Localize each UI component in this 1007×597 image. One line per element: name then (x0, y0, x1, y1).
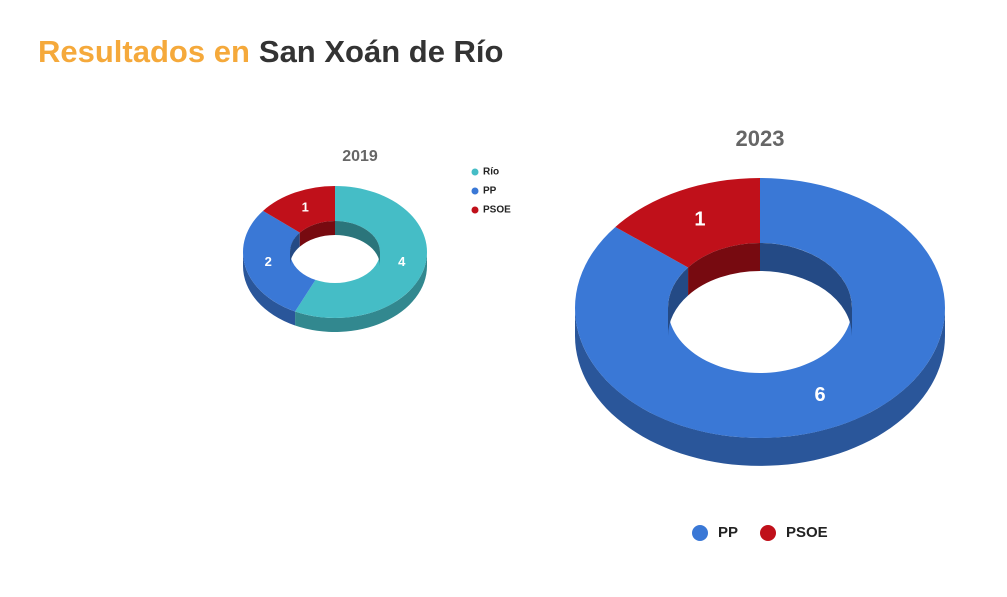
legend-marker (471, 187, 479, 195)
legend-marker (692, 525, 708, 541)
slice-inner-wall (299, 221, 335, 247)
legend-label: PSOE (483, 205, 511, 216)
value-label: 4 (398, 254, 406, 269)
slice (574, 178, 945, 438)
slice (263, 186, 335, 233)
slice-side (243, 252, 296, 326)
slice-inner-wall (668, 267, 689, 336)
slice-side (295, 252, 427, 333)
legend-marker (760, 525, 776, 541)
slice-inner-wall (335, 221, 380, 266)
value-label: 2 (265, 254, 272, 269)
chart-title: 2023 (736, 126, 785, 151)
legend-label: Río (483, 167, 499, 178)
value-label: 6 (815, 384, 826, 406)
slice (242, 210, 316, 312)
value-label: 1 (302, 200, 309, 215)
title-highlight: Resultados en (38, 34, 250, 69)
slice-inner-wall (688, 243, 760, 296)
slice-inner-wall (290, 232, 300, 266)
legend-label: PSOE (786, 524, 828, 541)
value-label: 1 (694, 208, 705, 230)
legend-marker (471, 206, 479, 214)
slice-side (575, 308, 945, 466)
title-place: San Xoán de Río (259, 34, 504, 69)
legend-label: PP (483, 186, 497, 197)
legend-label: PP (718, 524, 738, 541)
slice (615, 178, 760, 268)
slice (295, 186, 427, 318)
chart-title: 2019 (342, 148, 378, 165)
legend-marker (471, 168, 479, 176)
page-title: Resultados en San Xoán de Río (38, 34, 504, 69)
slice-inner-wall (760, 243, 852, 336)
